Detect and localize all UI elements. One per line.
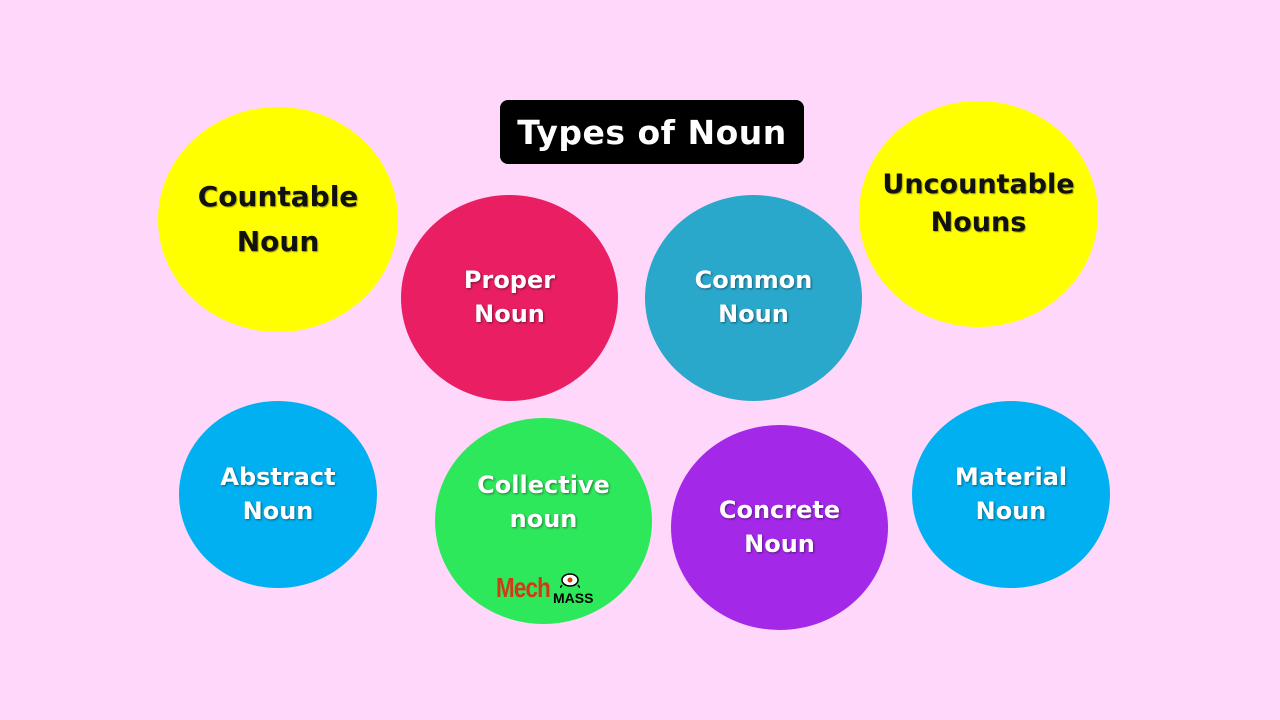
material-noun-label: Material Noun	[954, 462, 1068, 525]
title-banner: Types of Noun	[500, 100, 804, 164]
collective-noun-label: Collective noun	[477, 471, 610, 533]
abstract-noun-bubble: Abstract Noun	[179, 401, 377, 588]
common-noun-label: Common Noun	[694, 266, 813, 328]
countable-noun-bubble: Countable Noun	[158, 107, 398, 332]
mechmass-logo: Mech MASS	[496, 570, 596, 608]
uncountable-nouns-label: Uncountable Nouns	[882, 169, 1075, 238]
collective-noun-bubble: Collective noun	[435, 418, 652, 624]
abstract-noun-label: Abstract Noun	[220, 462, 336, 525]
logo-mass-text: MASS	[553, 590, 594, 606]
robot-eye-icon	[560, 573, 580, 588]
logo-mech-text: Mech	[496, 572, 551, 603]
concrete-noun-bubble: Concrete Noun	[671, 425, 888, 630]
material-noun-bubble: Material Noun	[912, 401, 1110, 588]
page-title: Types of Noun	[517, 112, 787, 152]
proper-noun-bubble: Proper Noun	[401, 195, 618, 401]
countable-noun-label: Countable Noun	[197, 179, 359, 258]
uncountable-nouns-bubble: Uncountable Nouns	[859, 101, 1098, 327]
proper-noun-label: Proper Noun	[463, 266, 556, 328]
concrete-noun-label: Concrete Noun	[718, 495, 841, 558]
common-noun-bubble: Common Noun	[645, 195, 862, 401]
